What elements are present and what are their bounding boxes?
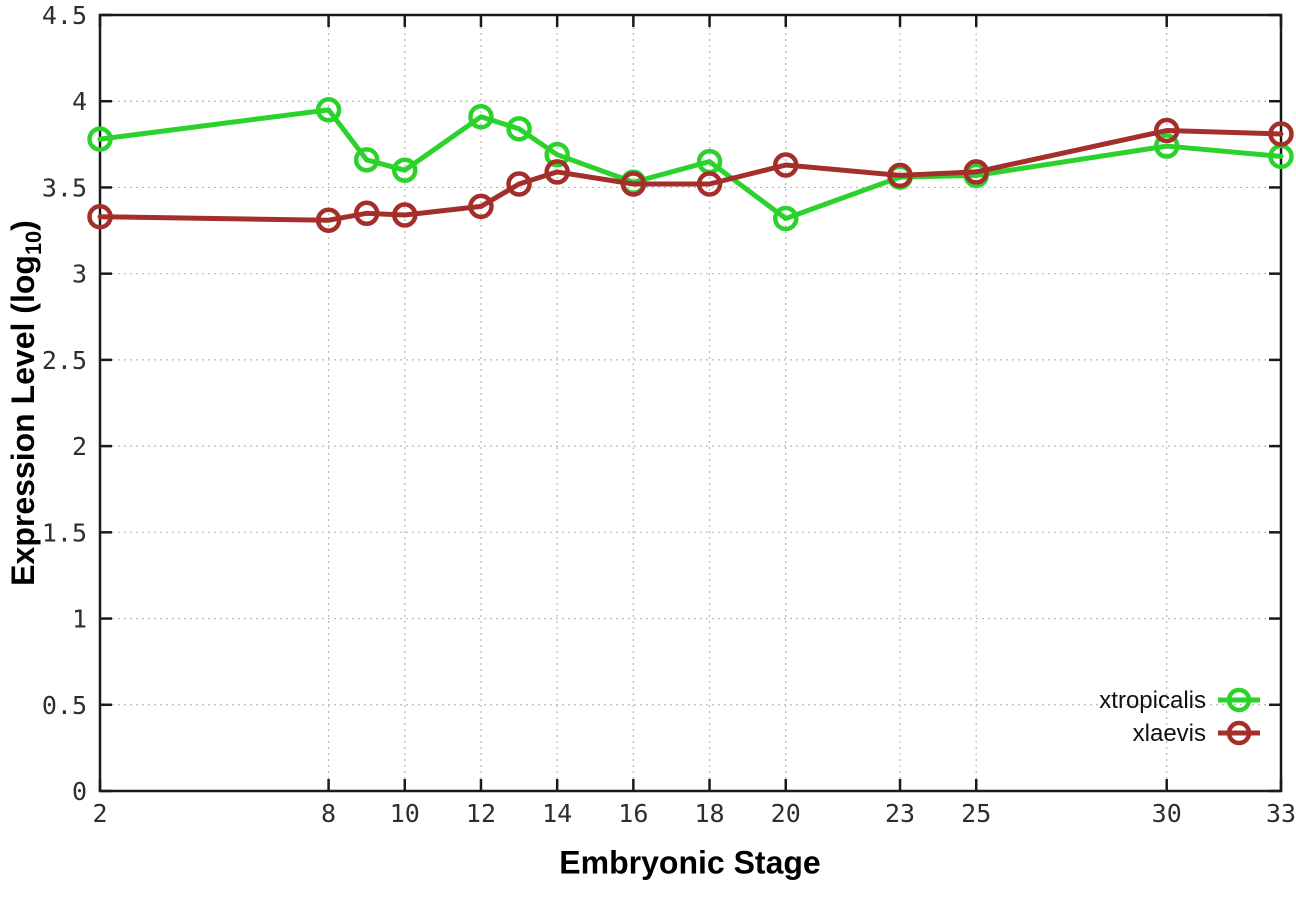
x-tick-label: 20 bbox=[771, 799, 801, 828]
series-line-xtropicalis bbox=[97, 107, 1284, 221]
y-axis-title-subscript: 10 bbox=[21, 230, 47, 256]
x-axis-title: Embryonic Stage bbox=[559, 844, 821, 881]
data-point-xlaevis bbox=[887, 162, 913, 189]
data-point-xlaevis bbox=[315, 207, 342, 233]
data-point-xtropicalis bbox=[315, 97, 342, 123]
data-point-xlaevis bbox=[506, 171, 532, 197]
legend-sample-marker-xtropicalis bbox=[1226, 687, 1252, 713]
data-point-xlaevis bbox=[1153, 117, 1180, 144]
x-tick-label: 30 bbox=[1152, 799, 1182, 828]
x-tick-label: 10 bbox=[390, 799, 420, 828]
y-tick-label: 1.5 bbox=[42, 518, 87, 547]
data-point-xlaevis bbox=[353, 200, 380, 227]
data-point-xlaevis bbox=[620, 171, 647, 197]
legend-label-xlaevis: xlaevis bbox=[1133, 720, 1206, 747]
data-point-xlaevis bbox=[468, 193, 494, 220]
x-tick-label: 23 bbox=[885, 799, 915, 828]
legend-label-xtropicalis: xtropicalis bbox=[1099, 687, 1206, 714]
data-point-xtropicalis bbox=[468, 103, 494, 130]
data-point-xlaevis bbox=[544, 159, 570, 185]
y-tick-label: 3 bbox=[72, 260, 87, 289]
y-tick-label: 2.5 bbox=[42, 346, 87, 375]
x-tick-label: 2 bbox=[92, 799, 107, 828]
series-line-xlaevis bbox=[97, 128, 1284, 223]
y-tick-label: 1 bbox=[72, 605, 87, 634]
x-tick-label: 14 bbox=[542, 799, 572, 828]
y-axis-title-suffix: ) bbox=[4, 220, 41, 231]
data-point-xtropicalis bbox=[392, 157, 418, 183]
data-point-xtropicalis bbox=[506, 116, 532, 142]
x-tick-label: 25 bbox=[961, 799, 991, 828]
data-point-xtropicalis bbox=[87, 126, 113, 152]
y-tick-label: 3.5 bbox=[42, 173, 87, 202]
y-tick-label: 2 bbox=[72, 432, 87, 461]
plot-border bbox=[98, 13, 1283, 793]
y-axis-title: Expression Level (log10) bbox=[5, 220, 47, 586]
data-point-xlaevis bbox=[963, 159, 989, 185]
data-point-xtropicalis bbox=[1153, 133, 1180, 159]
y-tick-label: 4 bbox=[72, 87, 87, 116]
data-point-xlaevis bbox=[772, 152, 799, 178]
data-point-xlaevis bbox=[87, 204, 113, 230]
data-point-xlaevis bbox=[1268, 121, 1294, 147]
data-point-xtropicalis bbox=[353, 147, 380, 173]
data-point-xlaevis bbox=[392, 202, 418, 228]
legend-sample-marker-xlaevis bbox=[1226, 720, 1252, 746]
data-point-xtropicalis bbox=[544, 141, 570, 168]
y-tick-label: 0 bbox=[72, 777, 87, 806]
y-axis-title-text: Expression Level (log bbox=[4, 255, 41, 586]
data-point-xlaevis bbox=[696, 171, 723, 197]
x-tick-label: 18 bbox=[694, 799, 724, 828]
y-tick-label: 4.5 bbox=[42, 1, 87, 30]
y-tick-label: 0.5 bbox=[42, 691, 87, 720]
x-tick-label: 16 bbox=[618, 799, 648, 828]
x-tick-label: 8 bbox=[321, 799, 336, 828]
data-point-xtropicalis bbox=[772, 205, 799, 232]
x-tick-label: 12 bbox=[466, 799, 496, 828]
x-tick-label: 33 bbox=[1266, 799, 1296, 828]
